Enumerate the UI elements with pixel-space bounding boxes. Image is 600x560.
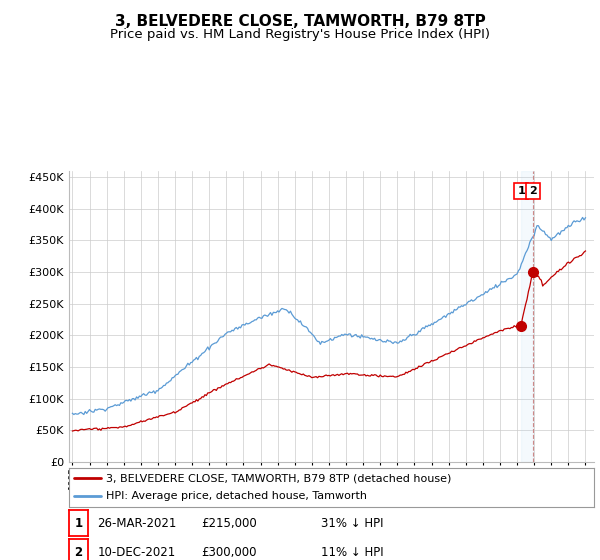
Text: 26-MAR-2021: 26-MAR-2021: [97, 516, 176, 530]
Text: 10-DEC-2021: 10-DEC-2021: [97, 545, 175, 559]
Text: 11% ↓ HPI: 11% ↓ HPI: [321, 545, 383, 559]
Text: 1: 1: [517, 186, 525, 196]
Text: 2: 2: [529, 186, 537, 196]
Text: £215,000: £215,000: [201, 516, 257, 530]
Text: 3, BELVEDERE CLOSE, TAMWORTH, B79 8TP (detached house): 3, BELVEDERE CLOSE, TAMWORTH, B79 8TP (d…: [106, 473, 451, 483]
Text: £300,000: £300,000: [201, 545, 257, 559]
Text: Price paid vs. HM Land Registry's House Price Index (HPI): Price paid vs. HM Land Registry's House …: [110, 28, 490, 41]
Text: 1: 1: [74, 516, 83, 530]
Bar: [521, 171, 533, 462]
Text: HPI: Average price, detached house, Tamworth: HPI: Average price, detached house, Tamw…: [106, 491, 367, 501]
Text: 31% ↓ HPI: 31% ↓ HPI: [321, 516, 383, 530]
Text: 2: 2: [74, 545, 83, 559]
Text: 3, BELVEDERE CLOSE, TAMWORTH, B79 8TP: 3, BELVEDERE CLOSE, TAMWORTH, B79 8TP: [115, 14, 485, 29]
